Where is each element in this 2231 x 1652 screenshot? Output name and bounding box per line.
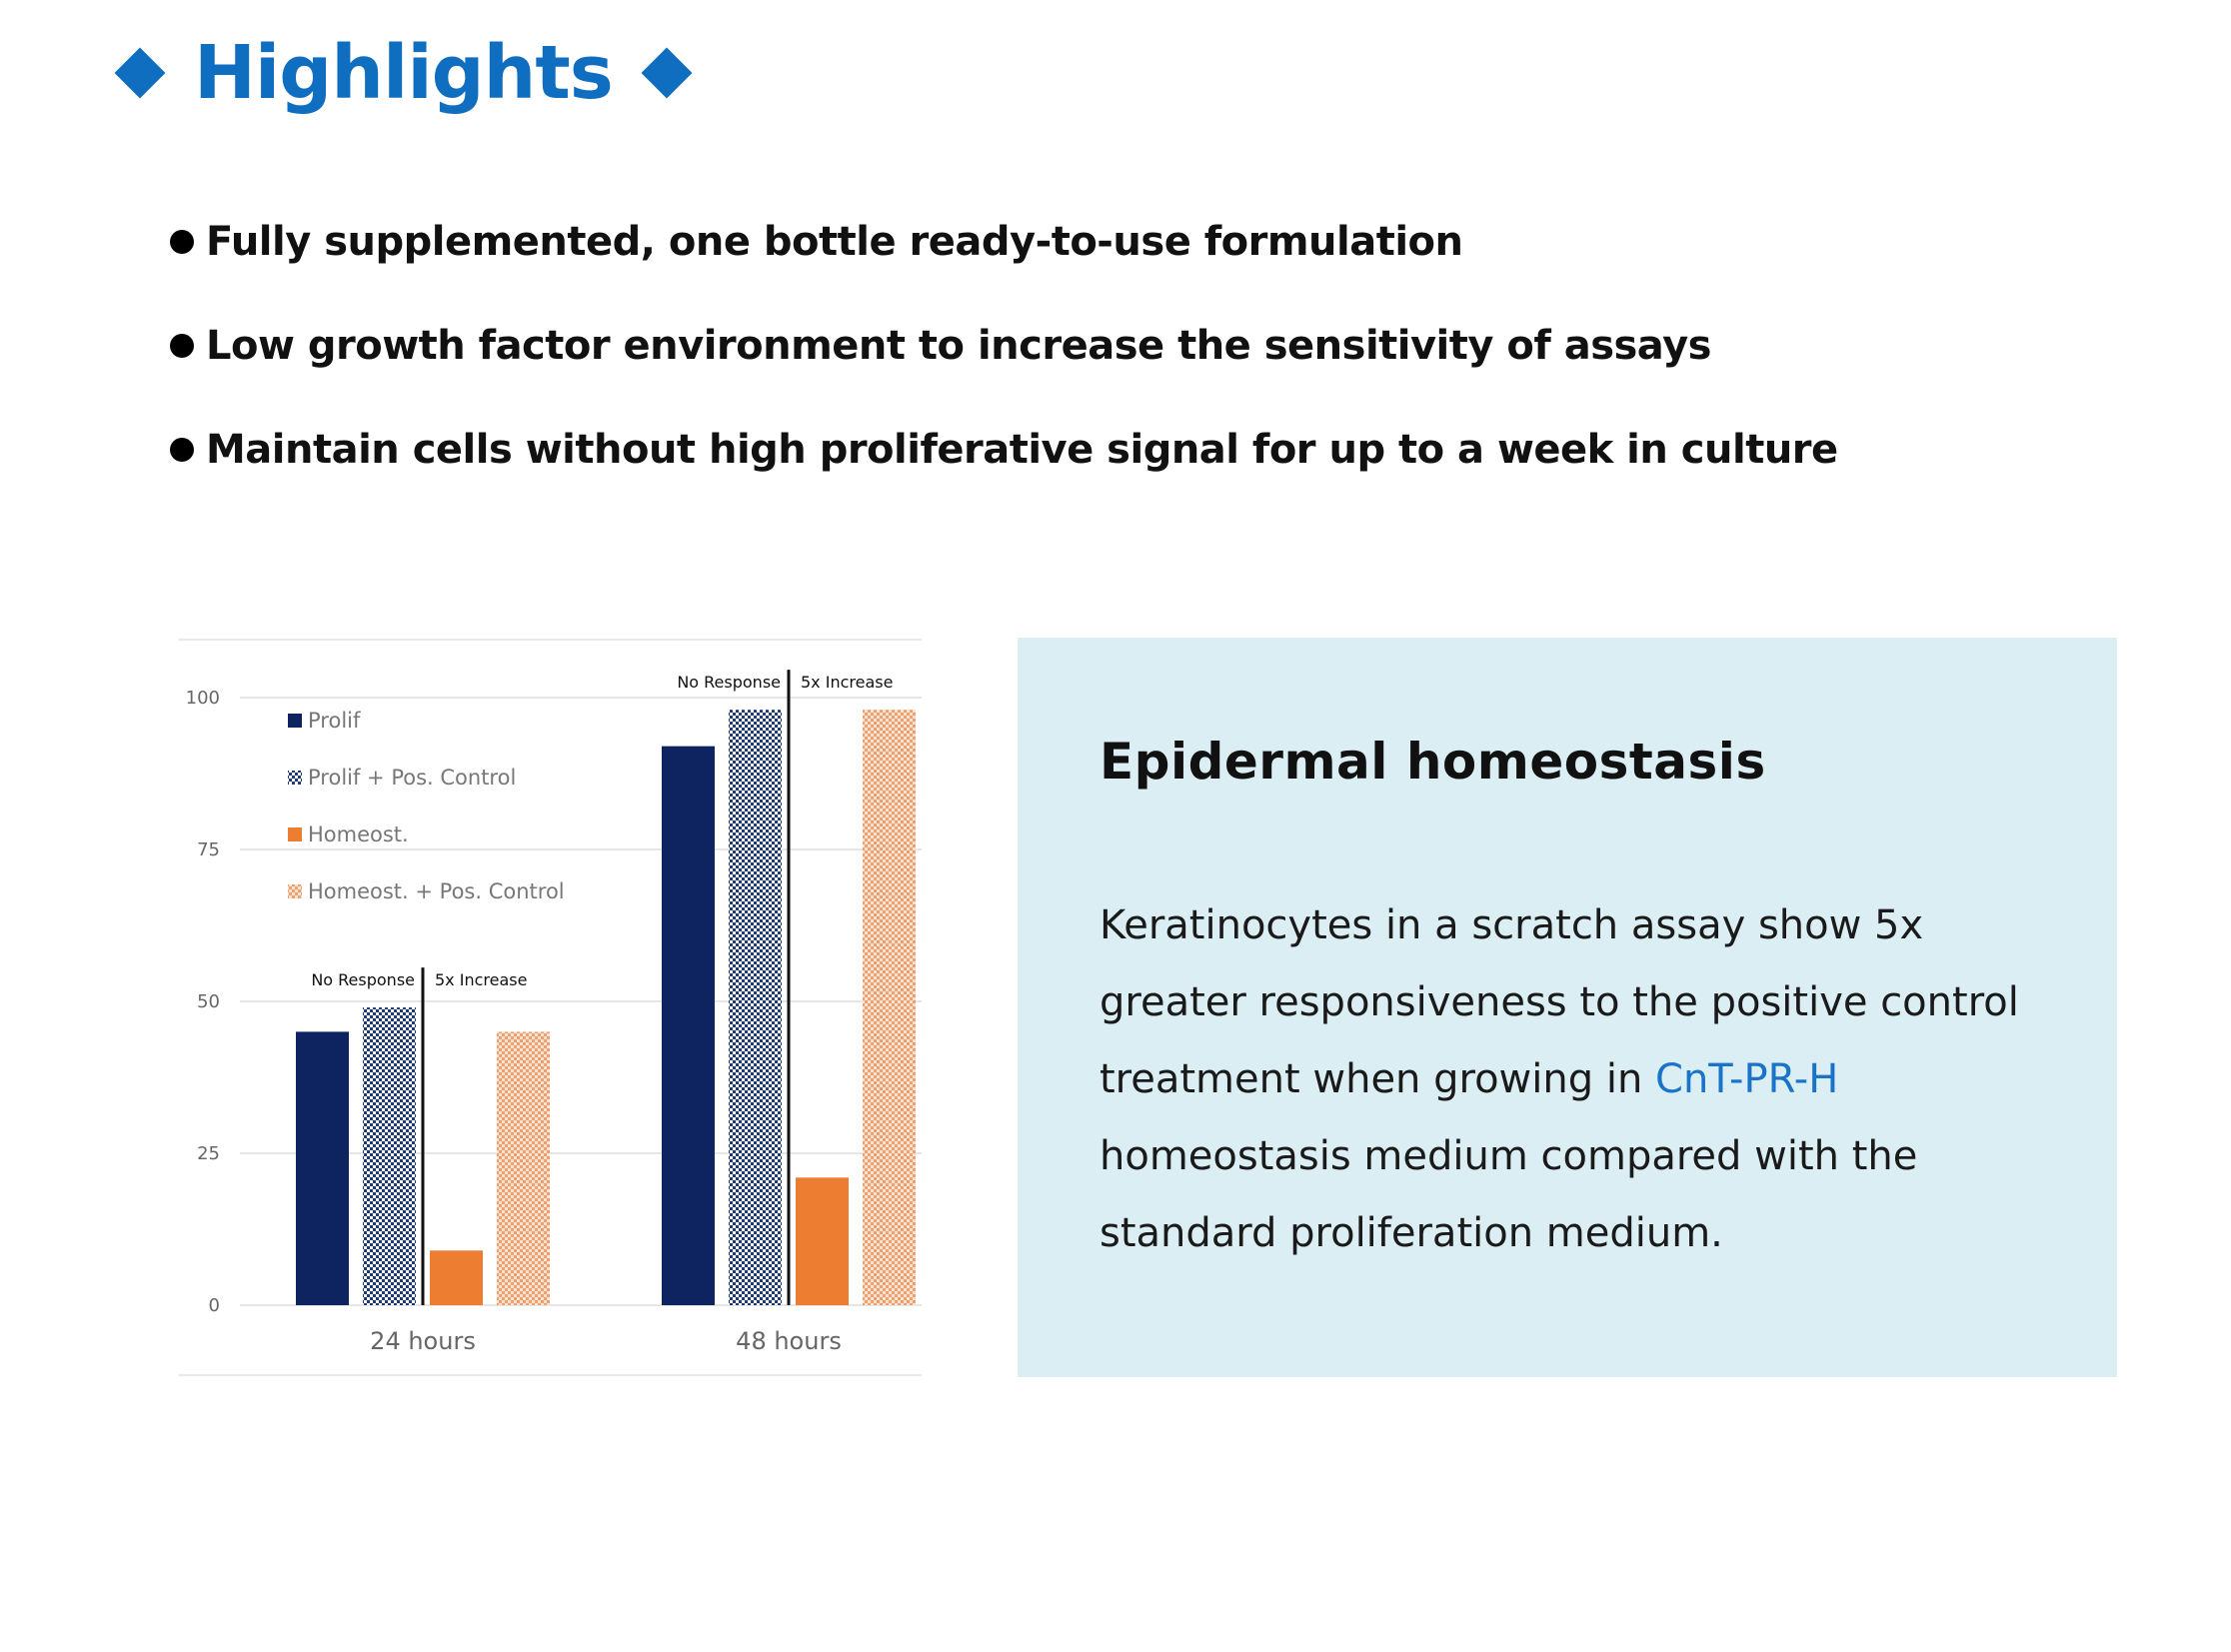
panel-body: Keratinocytes in a scratch assay show 5x… xyxy=(1100,887,2059,1272)
no-response-label: No Response xyxy=(311,970,415,989)
bar-prolif xyxy=(662,746,715,1305)
page-header: Highlights xyxy=(114,30,693,116)
bar-prolif xyxy=(296,1031,349,1305)
bar-chart: 0 25 50 75 100 24 hours 48 hours Prolif Prolif… xyxy=(178,638,922,1377)
legend-swatch xyxy=(288,714,302,728)
bar-prolif-pos-control xyxy=(363,1007,416,1305)
highlight-text: Maintain cells without high proliferativ… xyxy=(206,427,1838,473)
legend-swatch xyxy=(288,884,302,898)
five-x-increase-label: 5x Increase xyxy=(435,970,527,989)
y-tick-label: 0 xyxy=(209,1295,220,1316)
highlight-text: Low growth factor environment to increas… xyxy=(206,323,1711,369)
panel-title: Epidermal homeostasis xyxy=(1100,733,1766,791)
bar-homeost- xyxy=(796,1177,849,1305)
panel-body-text-end: homeostasis medium compared with the sta… xyxy=(1100,1133,1918,1256)
bar-homeost-pos-control xyxy=(863,710,916,1305)
y-tick-label: 75 xyxy=(197,839,220,860)
x-category-label: 48 hours xyxy=(736,1327,842,1355)
no-response-label: No Response xyxy=(677,673,781,692)
diamond-bullet-icon xyxy=(641,47,693,99)
bar-prolif-pos-control xyxy=(729,710,782,1305)
panel-body-text: Keratinocytes in a scratch assay show 5x… xyxy=(1100,902,2019,1102)
legend-entry: Prolif + Pos. Control xyxy=(308,766,516,790)
highlight-item: Low growth factor environment to increas… xyxy=(170,294,1838,398)
y-tick-label: 50 xyxy=(197,991,220,1012)
legend-entry: Homeost. xyxy=(308,823,409,846)
x-category-label: 24 hours xyxy=(370,1327,476,1355)
y-tick-label: 25 xyxy=(197,1143,220,1164)
info-panel: Epidermal homeostasis Keratinocytes in a… xyxy=(1018,638,2117,1377)
bullet-dot-icon xyxy=(170,438,194,462)
bar-homeost-pos-control xyxy=(497,1031,550,1305)
highlight-item: Fully supplemented, one bottle ready-to-… xyxy=(170,190,1838,294)
highlights-list: Fully supplemented, one bottle ready-to-… xyxy=(170,190,1838,502)
product-highlight: CnT-PR-H xyxy=(1655,1056,1839,1102)
page-title: Highlights xyxy=(194,30,614,116)
y-tick-label: 100 xyxy=(186,688,220,709)
bar-homeost- xyxy=(430,1250,483,1305)
bar-chart-svg: 0 25 50 75 100 24 hours 48 hours Prolif Prolif… xyxy=(178,639,922,1376)
highlight-item: Maintain cells without high proliferativ… xyxy=(170,398,1838,502)
bullet-dot-icon xyxy=(170,334,194,358)
bullet-dot-icon xyxy=(170,230,194,254)
legend-swatch xyxy=(288,771,302,785)
highlight-text: Fully supplemented, one bottle ready-to-… xyxy=(206,219,1463,265)
legend-entry: Prolif xyxy=(308,709,361,733)
five-x-increase-label: 5x Increase xyxy=(801,673,893,692)
diamond-bullet-icon xyxy=(114,47,166,99)
legend-swatch xyxy=(288,827,302,841)
legend-entry: Homeost. + Pos. Control xyxy=(308,879,565,903)
